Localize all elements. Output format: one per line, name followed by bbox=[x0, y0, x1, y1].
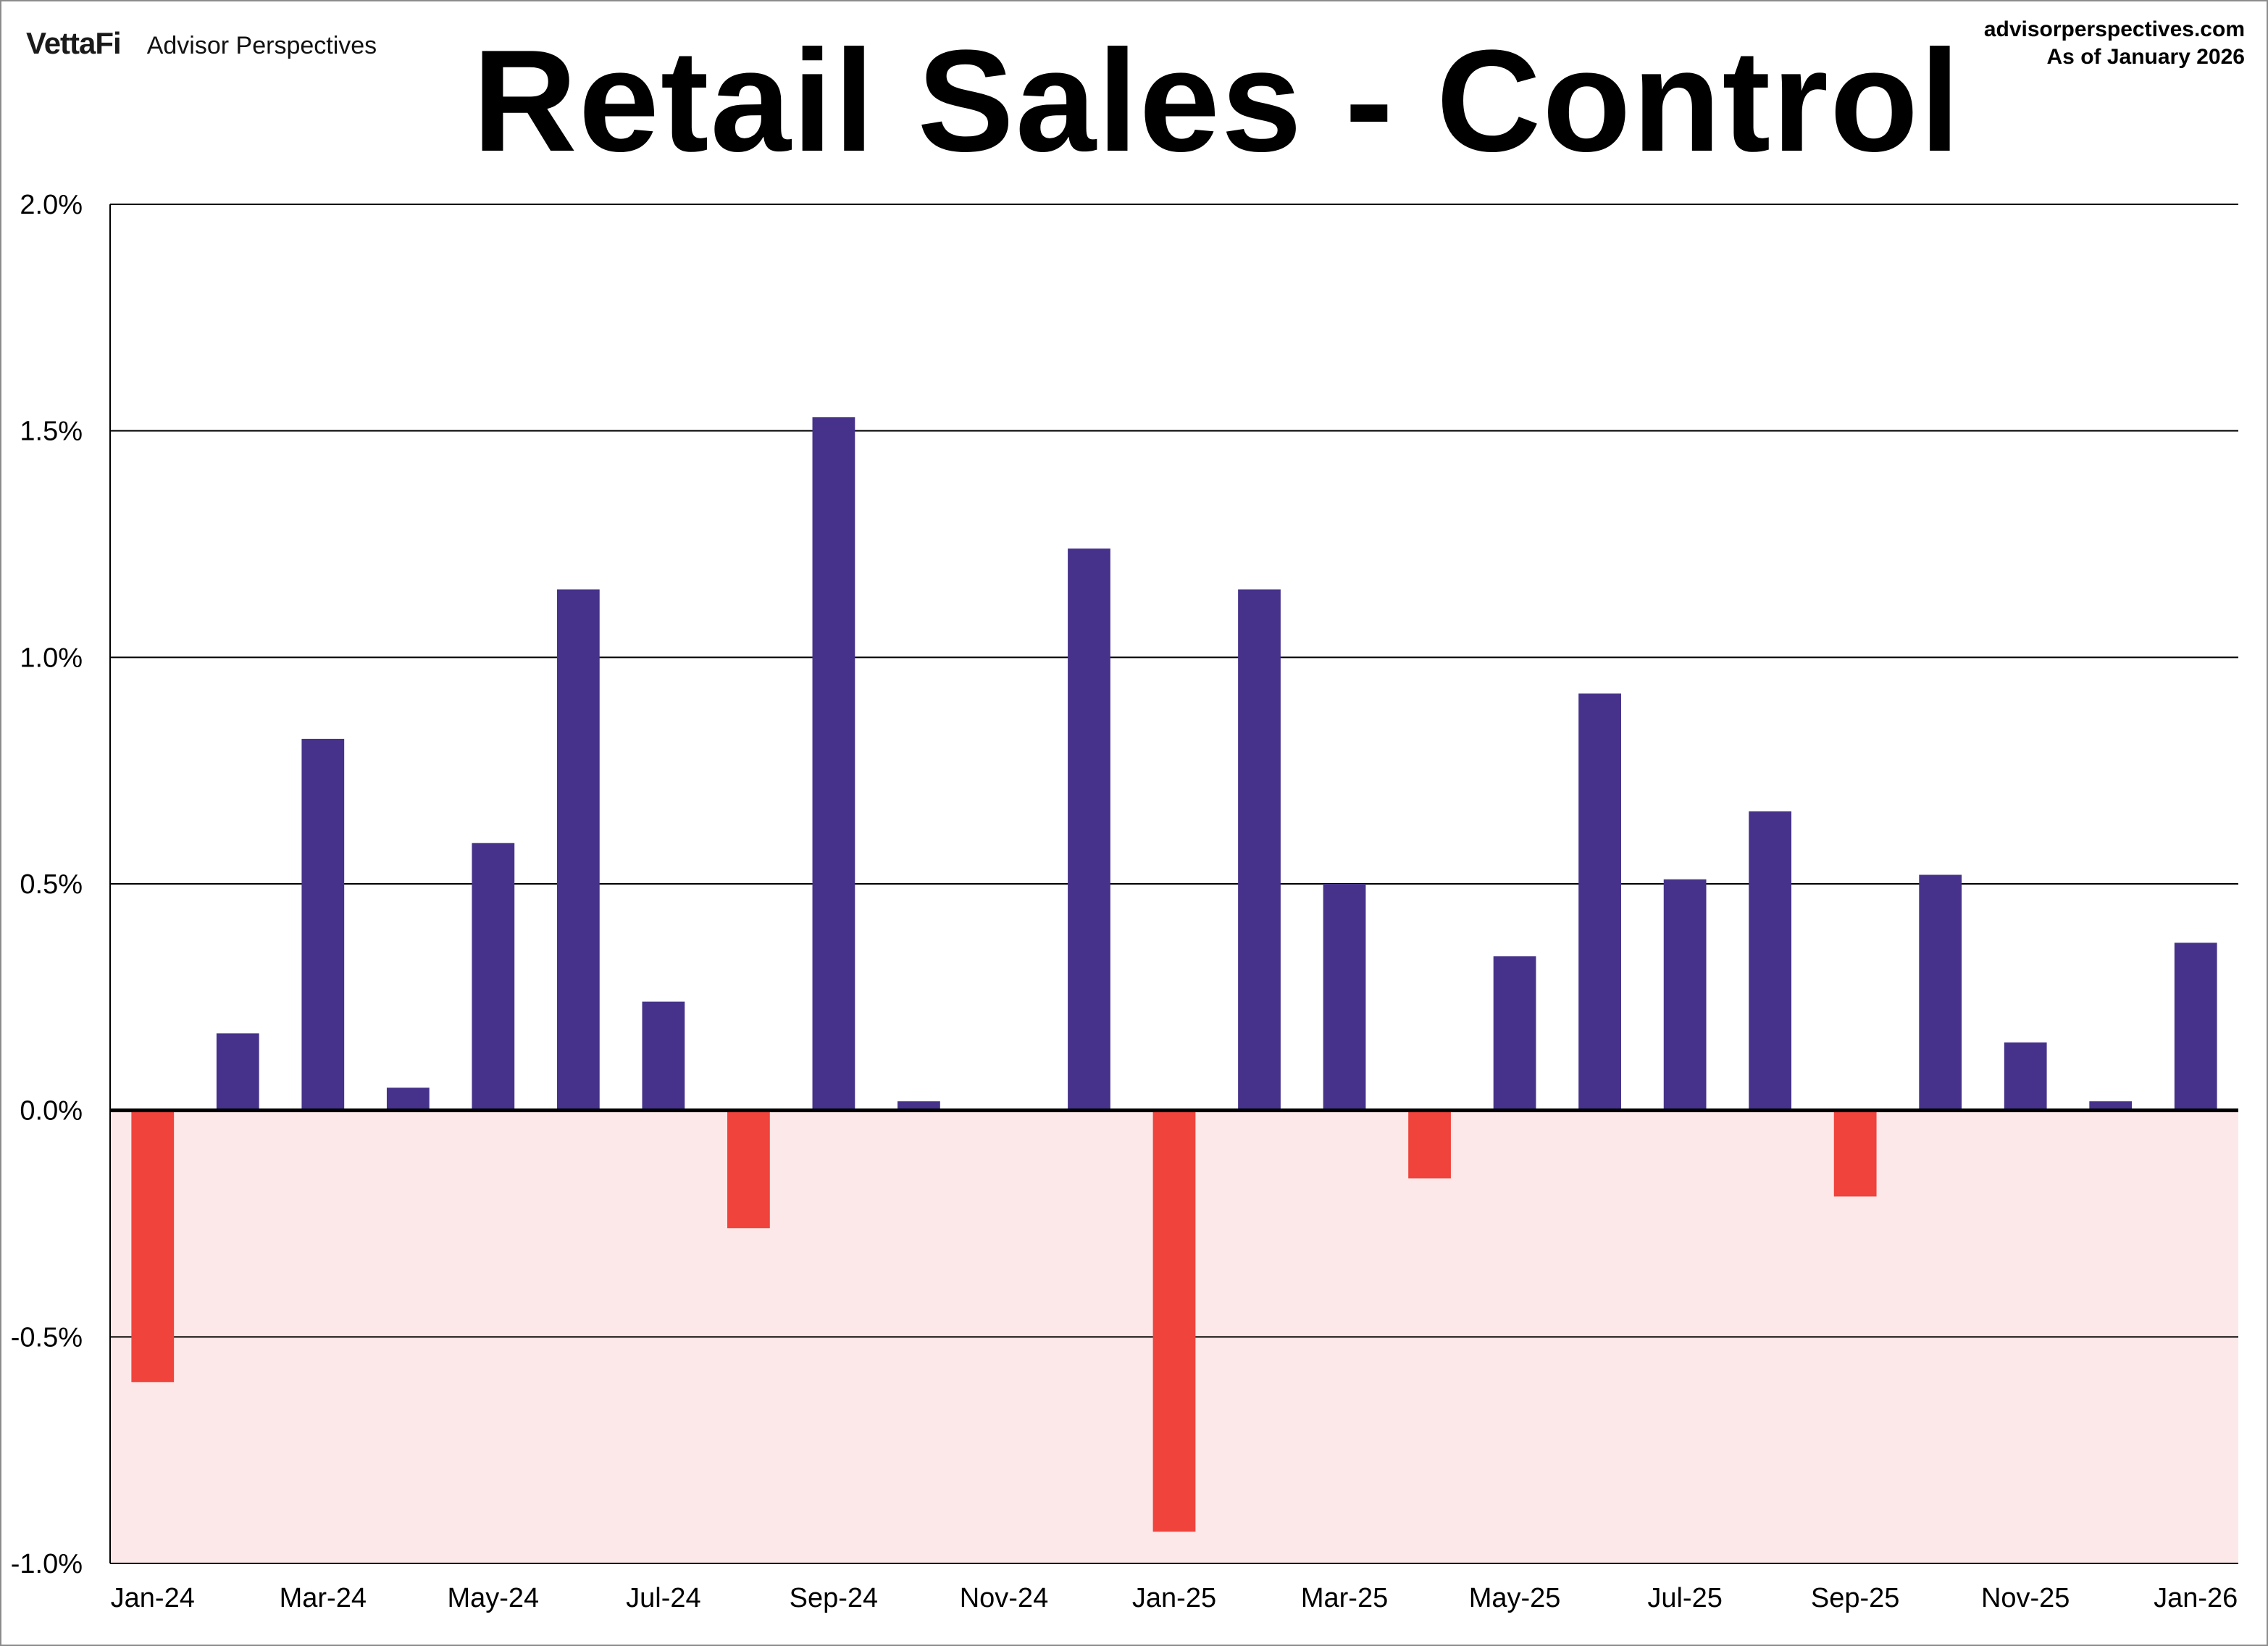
bar-Dec-25 bbox=[2089, 1101, 2133, 1111]
bar-Aug-25 bbox=[1749, 811, 1792, 1111]
bar-Apr-25 bbox=[1408, 1110, 1451, 1179]
brand: VettaFi Advisor Perspectives bbox=[26, 26, 377, 61]
bar-May-24 bbox=[472, 843, 515, 1111]
x-tick-label: Jan-25 bbox=[1132, 1583, 1216, 1613]
x-tick-label: May-25 bbox=[1469, 1583, 1561, 1613]
vettafi-logo: VettaFi bbox=[26, 26, 122, 60]
x-tick-label: Jul-25 bbox=[1647, 1583, 1723, 1613]
x-tick-label: Jul-24 bbox=[626, 1583, 701, 1613]
bar-Sep-25 bbox=[1833, 1110, 1877, 1197]
bar-Nov-25 bbox=[2004, 1042, 2047, 1111]
bar-Oct-24 bbox=[897, 1101, 940, 1111]
bar-May-25 bbox=[1493, 956, 1536, 1111]
bar-Oct-25 bbox=[1919, 874, 1962, 1111]
site-url[interactable]: advisorperspectives.com bbox=[1983, 17, 2245, 41]
x-tick-label: Mar-24 bbox=[280, 1583, 367, 1613]
x-tick-label: Sep-24 bbox=[790, 1583, 879, 1613]
source-info: advisorperspectives.com As of January 20… bbox=[1984, 16, 2245, 71]
bar-Feb-25 bbox=[1238, 589, 1281, 1111]
as-of-date: As of January 2026 bbox=[2046, 45, 2245, 69]
x-axis-ticks: Jan-24 Mar-24 May-24 Jul-24 Sep-24 Nov-24 Jan-… bbox=[111, 1583, 2238, 1613]
x-tick-label: Sep-25 bbox=[1811, 1583, 1900, 1613]
bar-Apr-24 bbox=[386, 1087, 430, 1111]
bar-Dec-24 bbox=[1068, 548, 1110, 1111]
gridlines bbox=[109, 204, 2238, 1564]
y-tick-label: 2.0% bbox=[20, 190, 83, 220]
bar-Aug-24 bbox=[727, 1110, 770, 1229]
bar-Feb-24 bbox=[216, 1033, 259, 1111]
bars bbox=[131, 417, 2217, 1532]
bar-Mar-24 bbox=[301, 738, 345, 1111]
bar-Jan-25 bbox=[1152, 1110, 1196, 1532]
y-tick-label: -0.5% bbox=[11, 1322, 83, 1353]
chart-title: Retail Sales - Control bbox=[472, 20, 1962, 182]
bar-Jan-24 bbox=[131, 1110, 175, 1382]
bar-Jan-26 bbox=[2174, 943, 2217, 1111]
brand-name: Advisor Perspectives bbox=[146, 32, 377, 59]
y-tick-label: 1.0% bbox=[20, 643, 83, 673]
bar-Jul-25 bbox=[1663, 879, 1707, 1111]
bar-Sep-24 bbox=[812, 417, 855, 1111]
y-tick-label: -1.0% bbox=[11, 1549, 83, 1579]
y-tick-label: 1.5% bbox=[20, 417, 83, 447]
x-tick-label: May-24 bbox=[447, 1583, 539, 1613]
bar-Jul-24 bbox=[642, 1001, 685, 1111]
bar-Jun-25 bbox=[1578, 693, 1621, 1111]
x-tick-label: Jan-26 bbox=[2154, 1583, 2238, 1613]
x-tick-label: Mar-25 bbox=[1301, 1583, 1388, 1613]
y-tick-label: 0.5% bbox=[20, 869, 83, 900]
bar-Jun-24 bbox=[556, 589, 600, 1111]
y-axis-ticks: 2.0% 1.5% 1.0% 0.5% 0.0% -0.5% -1.0% bbox=[11, 190, 83, 1579]
x-tick-label: Jan-24 bbox=[111, 1583, 195, 1613]
x-tick-label: Nov-25 bbox=[1981, 1583, 2070, 1613]
y-tick-label: 0.0% bbox=[20, 1096, 83, 1127]
bar-Mar-25 bbox=[1323, 884, 1366, 1111]
x-tick-label: Nov-24 bbox=[960, 1583, 1049, 1613]
